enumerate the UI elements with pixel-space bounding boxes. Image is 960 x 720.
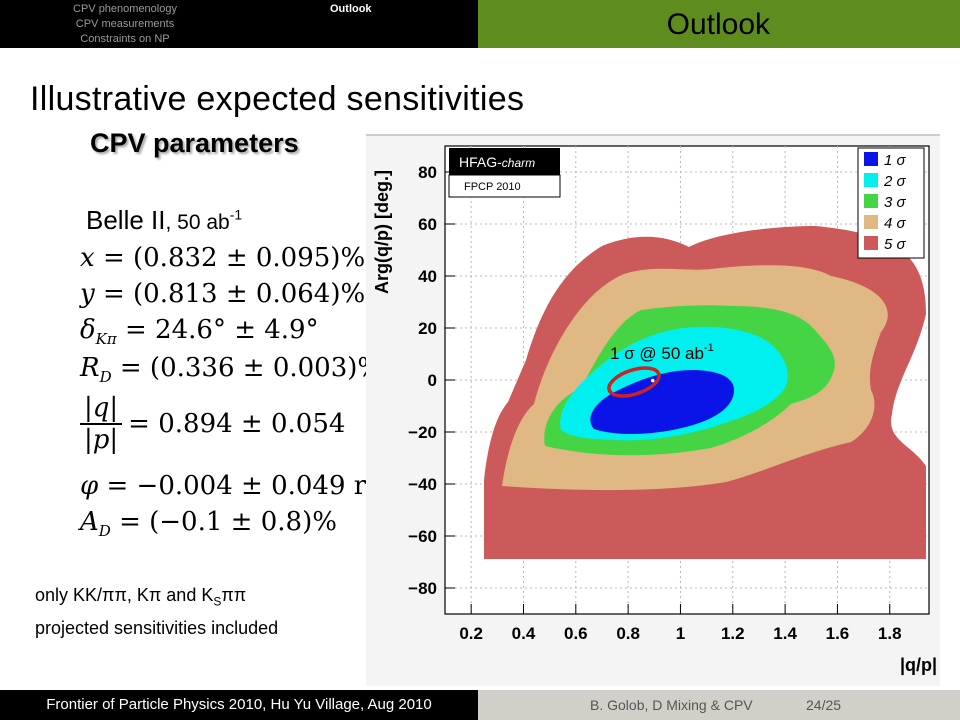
slide-subtitle: CPV parameters [90, 128, 299, 158]
formula-rhs: = (0.832 ± 0.095)% [102, 243, 366, 273]
x-tick-labels: 0.2 0.4 0.6 0.8 1 1.2 1.4 1.6 1.8 [459, 624, 901, 643]
legend-swatch [864, 173, 878, 187]
luminosity: , 50 ab [165, 211, 230, 234]
logo-conf-box [448, 174, 561, 198]
logo-conf: FPCP 2010 [464, 181, 521, 193]
formula-rhs: = −0.004 ± 0.049 rad [106, 471, 399, 501]
x-tick-label: 0.2 [459, 624, 483, 643]
y-tick-label: 40 [418, 267, 437, 286]
footer-right: B. Golob, D Mixing & CPV 24/25 [478, 690, 960, 720]
legend-swatch [864, 152, 878, 166]
formula-lhs: φ [80, 471, 99, 501]
x-tick-label: 0.8 [616, 624, 640, 643]
footnote-sub: S [213, 594, 222, 609]
legend-label: 1 σ [884, 152, 907, 169]
section-title-box: Outlook [478, 0, 960, 48]
toc-item[interactable]: Constraints on NP [80, 33, 170, 45]
fraction-denominator: |p| [84, 425, 119, 455]
formula-rhs: = (−0.1 ± 0.8)% [119, 507, 337, 537]
formula-qp: |q| |p| = 0.894 ± 0.054 [80, 393, 345, 455]
central-value-marker [650, 378, 655, 383]
y-tick-label: −80 [408, 579, 437, 598]
formula-lhs: R [80, 353, 100, 383]
formula-lhs: y [80, 279, 95, 309]
y-tick-label: −20 [408, 423, 437, 442]
formula-sub: Kπ [95, 330, 117, 349]
formula-ad: AD = (−0.1 ± 0.8)% [80, 507, 337, 540]
formula-rd: RD = (0.336 ± 0.003)% [80, 353, 382, 386]
footer: Frontier of Particle Physics 2010, Hu Yu… [0, 690, 960, 720]
formula-rhs: = (0.813 ± 0.064)% [102, 279, 366, 309]
footnote-line-2: projected sensitivities included [35, 617, 279, 638]
legend-label: 5 σ [884, 236, 907, 253]
legend-label: 2 σ [883, 173, 907, 190]
section-title: Outlook [666, 8, 770, 41]
y-tick-label: 20 [418, 319, 437, 338]
legend: 1 σ 2 σ 3 σ 4 σ 5 σ [857, 147, 925, 259]
header-bar: CPV phenomenology CPV measurements Const… [0, 0, 960, 48]
formula-lhs: x [80, 243, 95, 273]
formula-lhs: A [80, 507, 99, 537]
x-tick-label: 0.6 [564, 624, 588, 643]
footer-event: Frontier of Particle Physics 2010, Hu Yu… [0, 690, 478, 720]
experiment-label: Belle II, 50 ab-1 [86, 205, 242, 236]
formula-rhs: = (0.336 ± 0.003)% [119, 353, 383, 383]
nav-current-section[interactable]: Outlook [330, 3, 372, 15]
formula-rhs: = 0.894 ± 0.054 [128, 409, 346, 439]
sensitivity-plot: 1 σ @ 50 ab-1 HFAG-charm FPCP 2010 1 σ 2 … [366, 134, 940, 686]
ellipse-annotation: 1 σ @ 50 ab-1 [610, 342, 714, 363]
x-tick-label: 0.4 [512, 624, 536, 643]
formula-x: x = (0.832 ± 0.095)% [80, 243, 365, 273]
y-axis-label: Arg(q/p) [deg.] [372, 170, 392, 294]
x-tick-label: 1.2 [721, 624, 745, 643]
plot-frame-top [366, 134, 940, 136]
legend-swatch [864, 194, 878, 208]
formula-delta: δKπ = 24.6° ± 4.9° [80, 315, 319, 348]
logo-text: HFAG-charm [459, 154, 535, 170]
projected-1-sigma-ellipse [607, 366, 661, 398]
slide-title: Illustrative expected sensitivities [30, 80, 525, 118]
y-tick-label: 0 [428, 371, 437, 390]
footer-author: B. Golob, D Mixing & CPV [590, 697, 753, 713]
formula-sub: D [98, 522, 111, 541]
legend-label: 3 σ [884, 194, 907, 211]
fraction-numerator: |q| [80, 393, 123, 425]
y-tick-labels: −80 −60 −40 −20 0 20 40 60 80 [408, 163, 437, 598]
section-toc: CPV phenomenology CPV measurements Const… [0, 2, 250, 47]
footnote: only KK/ππ, Kπ and KSππ projected sensit… [35, 582, 278, 641]
x-tick-label: 1.6 [826, 624, 850, 643]
x-tick-label: 1.8 [878, 624, 902, 643]
central-value-point [650, 378, 655, 383]
footnote-text: only KK/ππ, Kπ and K [35, 585, 214, 605]
page-number: 24/25 [806, 697, 842, 713]
x-axis-label: |q/p| [900, 655, 937, 675]
footnote-line-1: only KK/ππ, Kπ and KSππ [35, 582, 278, 615]
toc-item[interactable]: CPV measurements [75, 18, 175, 30]
contour-regions [484, 226, 926, 559]
logo-background [449, 148, 560, 175]
luminosity-exponent: -1 [229, 206, 243, 223]
x-tick-label: 1.4 [773, 624, 797, 643]
x-tick-label: 1 [676, 624, 685, 643]
formula-rhs: = 24.6° ± 4.9° [125, 315, 319, 345]
formula-y: y = (0.813 ± 0.064)% [80, 279, 365, 309]
footnote-text: ππ [221, 585, 247, 605]
legend-label: 4 σ [884, 215, 907, 232]
y-tick-label: −40 [408, 475, 437, 494]
experiment-name: Belle II [86, 205, 166, 235]
formula-lhs: δ [80, 315, 96, 345]
y-tick-label: 60 [418, 215, 437, 234]
y-tick-label: −60 [408, 527, 437, 546]
legend-swatch [864, 236, 878, 250]
legend-items: 1 σ 2 σ 3 σ 4 σ 5 σ [864, 152, 907, 253]
legend-swatch [864, 215, 878, 229]
contour-1-sigma [590, 370, 734, 435]
fraction: |q| |p| [80, 393, 123, 455]
formula-sub: D [99, 368, 112, 387]
toc-item[interactable]: CPV phenomenology [73, 3, 177, 15]
hfag-logo: HFAG-charm FPCP 2010 [448, 148, 561, 198]
y-tick-label: 80 [418, 163, 437, 182]
formula-phi: φ = −0.004 ± 0.049 rad [80, 471, 398, 501]
